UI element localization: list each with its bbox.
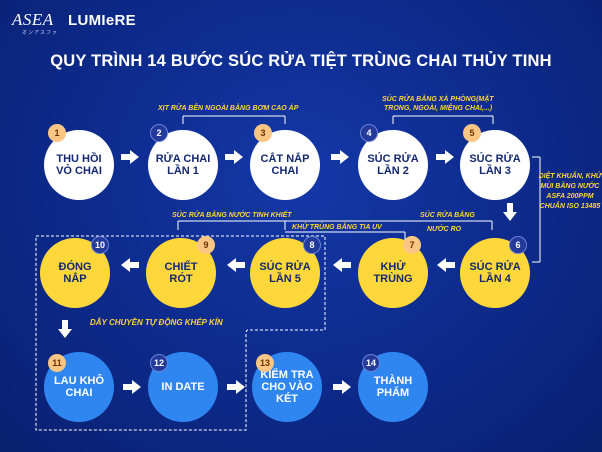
step-8-label: SÚC RỬA LẦN 5 [259,261,311,285]
annotation-pure-water: SÚC RỬA BẰNG NƯỚC TINH KHIẾT [172,212,292,219]
page-title: QUY TRÌNH 14 BƯỚC SÚC RỬA TIỆT TRÙNG CHA… [50,52,552,70]
step-10-badge: 10 [91,236,109,254]
step-8-badge: 8 [303,236,321,254]
arrow-left-icon [227,258,245,272]
asea-logo-subtext: オンアスファ [22,30,59,36]
step-11-badge: 11 [48,354,66,372]
annotation-ro-line2: NƯỚC RO [427,226,462,233]
arrow-right-icon [331,150,349,164]
step-6-label: SÚC RỬA LẦN 4 [469,261,521,285]
arrow-left-icon [333,258,351,272]
arrow-right-icon [333,380,351,394]
annotation-soap-wash-line2: TRONG, NGOÀI, MIỆNG CHAI,...) [384,105,493,112]
step-12-node: IN DATE [148,352,218,422]
annotation-conveyor: DÂY CHUYỀN TỰ ĐỘNG KHÉP KÍN [90,318,223,327]
step-13-node: KIỂM TRA CHO VÀO KÉT [252,352,322,422]
lumiere-logo: LUMIeRE [68,12,136,29]
step-2-node: RỬA CHAI LẦN 1 [148,130,218,200]
arrow-right-icon [227,380,245,394]
step-4-label: SÚC RỬA LẦN 2 [367,153,419,177]
annotation-soap-wash-line1: SÚC RỬA BẰNG XÀ PHÒNG(MẶT [382,96,494,103]
arrow-right-icon [436,150,454,164]
step-8-node: SÚC RỬA LẦN 5 [250,238,320,308]
arrow-down-icon [58,320,72,338]
step-11-label: LAU KHÔ CHAI [53,375,105,399]
asea-logo: ASEA [12,10,54,29]
annotation-side-disinfection: DIỆT KHUẨN, KHỬ MÙI BẰNG NƯỚC ASFA 200PP… [538,173,602,210]
step-2-label: RỬA CHAI LẦN 1 [155,153,211,177]
step-9-node: CHIẾT RÓT [146,238,216,308]
step-1-node: THU HỒI VỎ CHAI [44,130,114,200]
step-2-badge: 2 [150,124,168,142]
arrow-down-icon [503,203,517,221]
step-14-badge: 14 [362,354,380,372]
step-7-badge: 7 [403,236,421,254]
step-1-badge: 1 [48,124,66,142]
step-13-label: KIỂM TRA CHO VÀO KÉT [260,369,314,405]
step-12-badge: 12 [150,354,168,372]
step-9-badge: 9 [197,236,215,254]
arrow-left-icon [437,258,455,272]
step-10-label: ĐÓNG NẮP [58,261,92,285]
step-6-badge: 6 [509,236,527,254]
step-3-label: CẮT NẮP CHAI [260,153,310,177]
annotation-ro-line1: SÚC RỬA BẰNG [420,212,475,219]
annotation-outside-wash: XỊT RỬA BÊN NGOÀI BẰNG BƠM CAO ÁP [158,105,299,112]
step-5-label: SÚC RỬA LẦN 3 [469,153,521,177]
step-12-label: IN DATE [161,381,205,393]
arrow-right-icon [225,150,243,164]
step-1-label: THU HỒI VỎ CHAI [56,153,102,177]
step-9-label: CHIẾT RÓT [164,261,198,285]
step-4-badge: 4 [360,124,378,142]
step-14-label: THÀNH PHẨM [373,375,413,399]
step-3-badge: 3 [254,124,272,142]
step-5-badge: 5 [463,124,481,142]
arrow-right-icon [123,380,141,394]
step-7-label: KHỬ TRÙNG [373,261,413,285]
arrow-right-icon [121,150,139,164]
annotation-uv: KHỬ TRÙNG BẰNG TIA UV [292,224,382,231]
step-13-badge: 13 [256,354,274,372]
arrow-left-icon [121,258,139,272]
